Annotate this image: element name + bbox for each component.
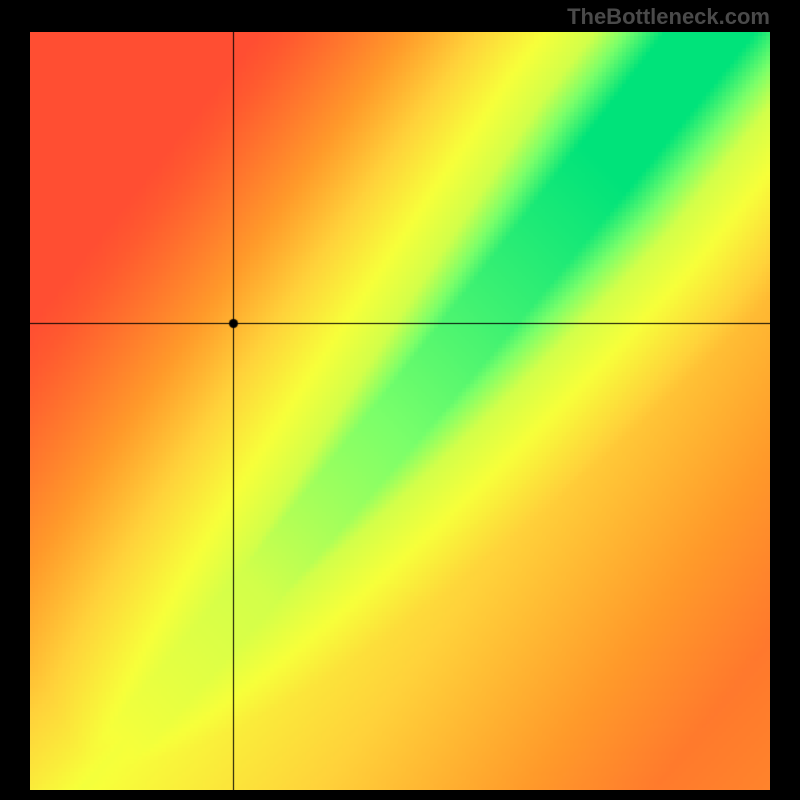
chart-frame: TheBottleneck.com <box>0 0 800 800</box>
bottleneck-heatmap <box>30 32 770 790</box>
watermark-text: TheBottleneck.com <box>567 4 770 30</box>
